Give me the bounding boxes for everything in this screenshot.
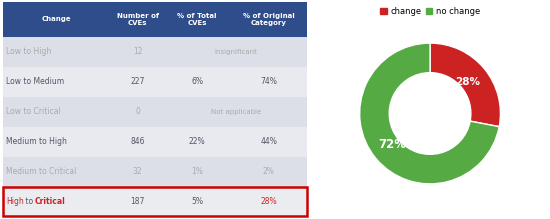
Text: 6%: 6% [191,77,203,86]
Text: 12: 12 [133,47,142,56]
FancyBboxPatch shape [111,187,164,217]
Text: Low to Medium: Low to Medium [6,77,64,86]
FancyBboxPatch shape [3,2,111,37]
Text: 32: 32 [133,167,142,176]
Text: Not applicable: Not applicable [211,109,261,115]
Text: % of Total
CVEs: % of Total CVEs [177,13,217,26]
FancyBboxPatch shape [164,187,230,217]
Legend: change, no change: change, no change [377,3,483,19]
FancyBboxPatch shape [3,67,111,97]
FancyBboxPatch shape [3,127,111,157]
Text: 846: 846 [130,137,145,146]
FancyBboxPatch shape [111,37,164,67]
FancyBboxPatch shape [164,97,230,127]
FancyBboxPatch shape [164,2,230,37]
Text: Medium to High: Medium to High [6,137,67,146]
Text: to: to [23,197,36,206]
Wedge shape [430,43,500,127]
Text: Medium to Critical: Medium to Critical [6,167,76,176]
FancyBboxPatch shape [164,127,230,157]
FancyBboxPatch shape [111,127,164,157]
Text: 187: 187 [130,197,145,206]
Text: Low to High: Low to High [6,47,51,56]
FancyBboxPatch shape [111,157,164,187]
Text: 1%: 1% [191,167,203,176]
Text: 2%: 2% [263,167,274,176]
FancyBboxPatch shape [230,67,307,97]
FancyBboxPatch shape [230,2,307,37]
Text: 22%: 22% [189,137,205,146]
FancyBboxPatch shape [3,157,111,187]
Text: Insignificant: Insignificant [214,49,257,55]
Text: Critical: Critical [35,197,65,206]
Text: 5%: 5% [191,197,203,206]
Text: 28%: 28% [260,197,277,206]
Text: 0: 0 [135,107,140,116]
FancyBboxPatch shape [164,157,230,187]
FancyBboxPatch shape [230,97,307,127]
FancyBboxPatch shape [230,37,307,67]
FancyBboxPatch shape [164,67,230,97]
Text: 74%: 74% [260,77,277,86]
Text: Number of
CVEs: Number of CVEs [117,13,158,26]
FancyBboxPatch shape [164,37,230,67]
FancyBboxPatch shape [230,127,307,157]
Text: 44%: 44% [260,137,277,146]
FancyBboxPatch shape [3,97,111,127]
Text: Low to Critical: Low to Critical [6,107,60,116]
FancyBboxPatch shape [111,67,164,97]
FancyBboxPatch shape [111,2,164,37]
FancyBboxPatch shape [111,97,164,127]
FancyBboxPatch shape [230,187,307,217]
FancyBboxPatch shape [3,37,111,67]
Text: High: High [6,197,24,206]
Text: Change: Change [42,16,72,22]
Text: 227: 227 [130,77,145,86]
Text: 28%: 28% [455,77,481,87]
Text: % of Original
Category: % of Original Category [243,13,294,26]
FancyBboxPatch shape [3,187,111,217]
Wedge shape [360,43,499,184]
FancyBboxPatch shape [230,157,307,187]
Text: 72%: 72% [378,138,406,151]
